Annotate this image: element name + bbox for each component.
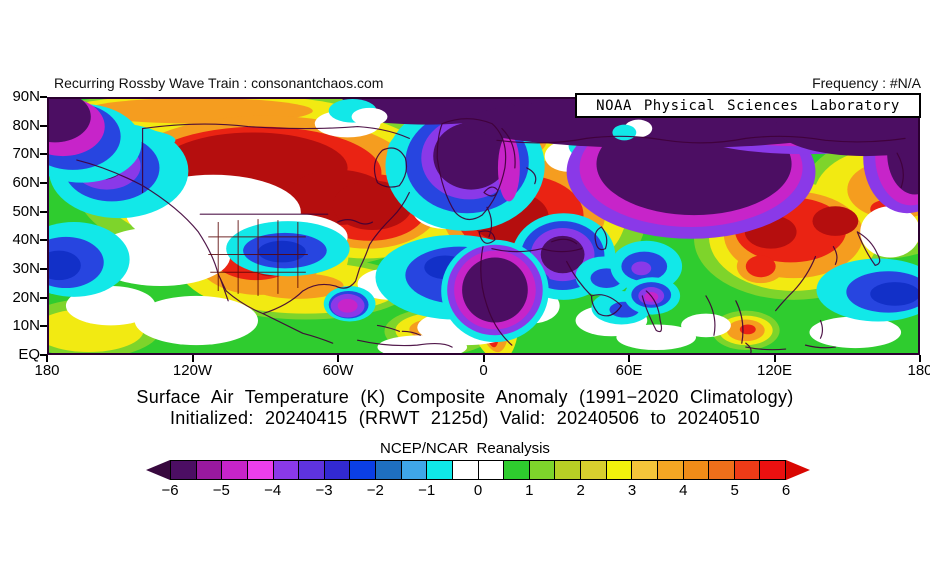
lat-tick [40,325,47,328]
colorbar-segment [656,460,684,480]
header-right-text: Frequency : #N/A [812,75,921,91]
lon-tick [191,355,194,362]
lon-label: 60E [615,362,643,379]
lat-label: 70N [12,145,40,163]
colorbar-tick-label: 1 [525,482,534,499]
lat-label: 20N [12,288,40,306]
lat-tick [40,124,47,127]
lon-tick [919,355,921,362]
lat-tick [40,153,47,156]
lat-tick [40,182,47,184]
data-source-label: NCEP/NCAR Reanalysis [380,440,550,457]
lat-tick [40,96,47,98]
colorbar-segment [195,460,223,480]
colorbar-tick-label: −4 [264,482,282,499]
lat-tick [40,268,47,270]
colorbar-right-arrow [786,460,810,480]
colorbar-segment [272,460,300,480]
colorbar-segment [349,460,376,480]
colorbar-segment [528,460,556,480]
noaa-overlay-box: NOAA Physical Sciences Laboratory [575,93,921,118]
lon-label: 0 [479,362,488,379]
colorbar-segments [170,460,786,480]
colorbar-tick-label: 5 [730,482,739,499]
lon-label: 120E [756,362,793,379]
colorbar-segment [426,460,453,480]
colorbar-segment [323,460,351,480]
colorbar-tick-label: 2 [576,482,585,499]
colorbar-segment [298,460,325,480]
colorbar-tick-label: 0 [473,482,483,499]
colorbar-segment [246,460,274,480]
colorbar-segment [503,460,530,480]
colorbar-segment [733,460,761,480]
colorbar-tick-label: 3 [627,482,637,499]
lat-label: 80N [12,116,40,134]
lon-tick [773,355,776,362]
lon-tick [482,355,485,362]
colorbar-tick-label: 6 [781,482,791,499]
caption-line-1: Surface Air Temperature (K) Composite An… [136,387,794,407]
colorbar-tick-label: −3 [315,482,333,499]
noaa-overlay-label: NOAA Physical Sciences Laboratory [596,97,900,114]
colorbar-segment [554,460,581,480]
lon-tick [337,355,339,362]
lon-tick [46,355,48,362]
colorbar-segment [682,460,710,480]
colorbar-tick-labels: −6 −5 −4 −3 −2 −1 0 1 2 3 4 5 6 [161,482,790,500]
map-plot [47,97,920,355]
lat-tick [40,239,47,242]
lat-label: 60N [12,174,40,191]
colorbar-segment [759,460,786,480]
lat-tick [40,210,47,213]
anomaly-map-svg [49,99,918,353]
lat-tick [40,354,47,356]
colorbar-tick-label: −5 [212,482,230,499]
caption-line-2: Initialized: 20240415 (RRWT 2125d) Valid… [170,408,760,428]
lat-tick [40,296,47,299]
colorbar-segment [605,460,633,480]
colorbar-segment [580,460,607,480]
colorbar-segment [477,460,505,480]
lat-label: 90N [12,88,40,105]
lat-label: 10N [12,317,40,335]
lon-label: 180 [907,362,930,379]
colorbar-segment [400,460,428,480]
lat-label: 50N [12,202,40,220]
colorbar-tick-label: −6 [161,482,179,499]
lon-tick [628,355,630,362]
lon-label: 60W [322,362,354,379]
colorbar-tick-label: 4 [679,482,688,499]
colorbar-segment [708,460,735,480]
lon-label: 120W [172,362,213,379]
colorbar-segment [221,460,248,480]
colorbar-segment [631,460,658,480]
colorbar-segment [170,460,197,480]
colorbar-tick-label: −1 [418,482,436,499]
lat-label: 30N [12,260,40,277]
lon-label: 180 [34,362,60,379]
colorbar-segment [451,460,479,480]
header-left-text: Recurring Rossby Wave Train : consonantc… [54,75,384,91]
colorbar-segment [375,460,402,480]
lat-label: 40N [12,231,40,249]
colorbar-tick-label: −2 [366,482,384,499]
colorbar-left-arrow [146,460,170,480]
lat-label: EQ [18,346,40,363]
